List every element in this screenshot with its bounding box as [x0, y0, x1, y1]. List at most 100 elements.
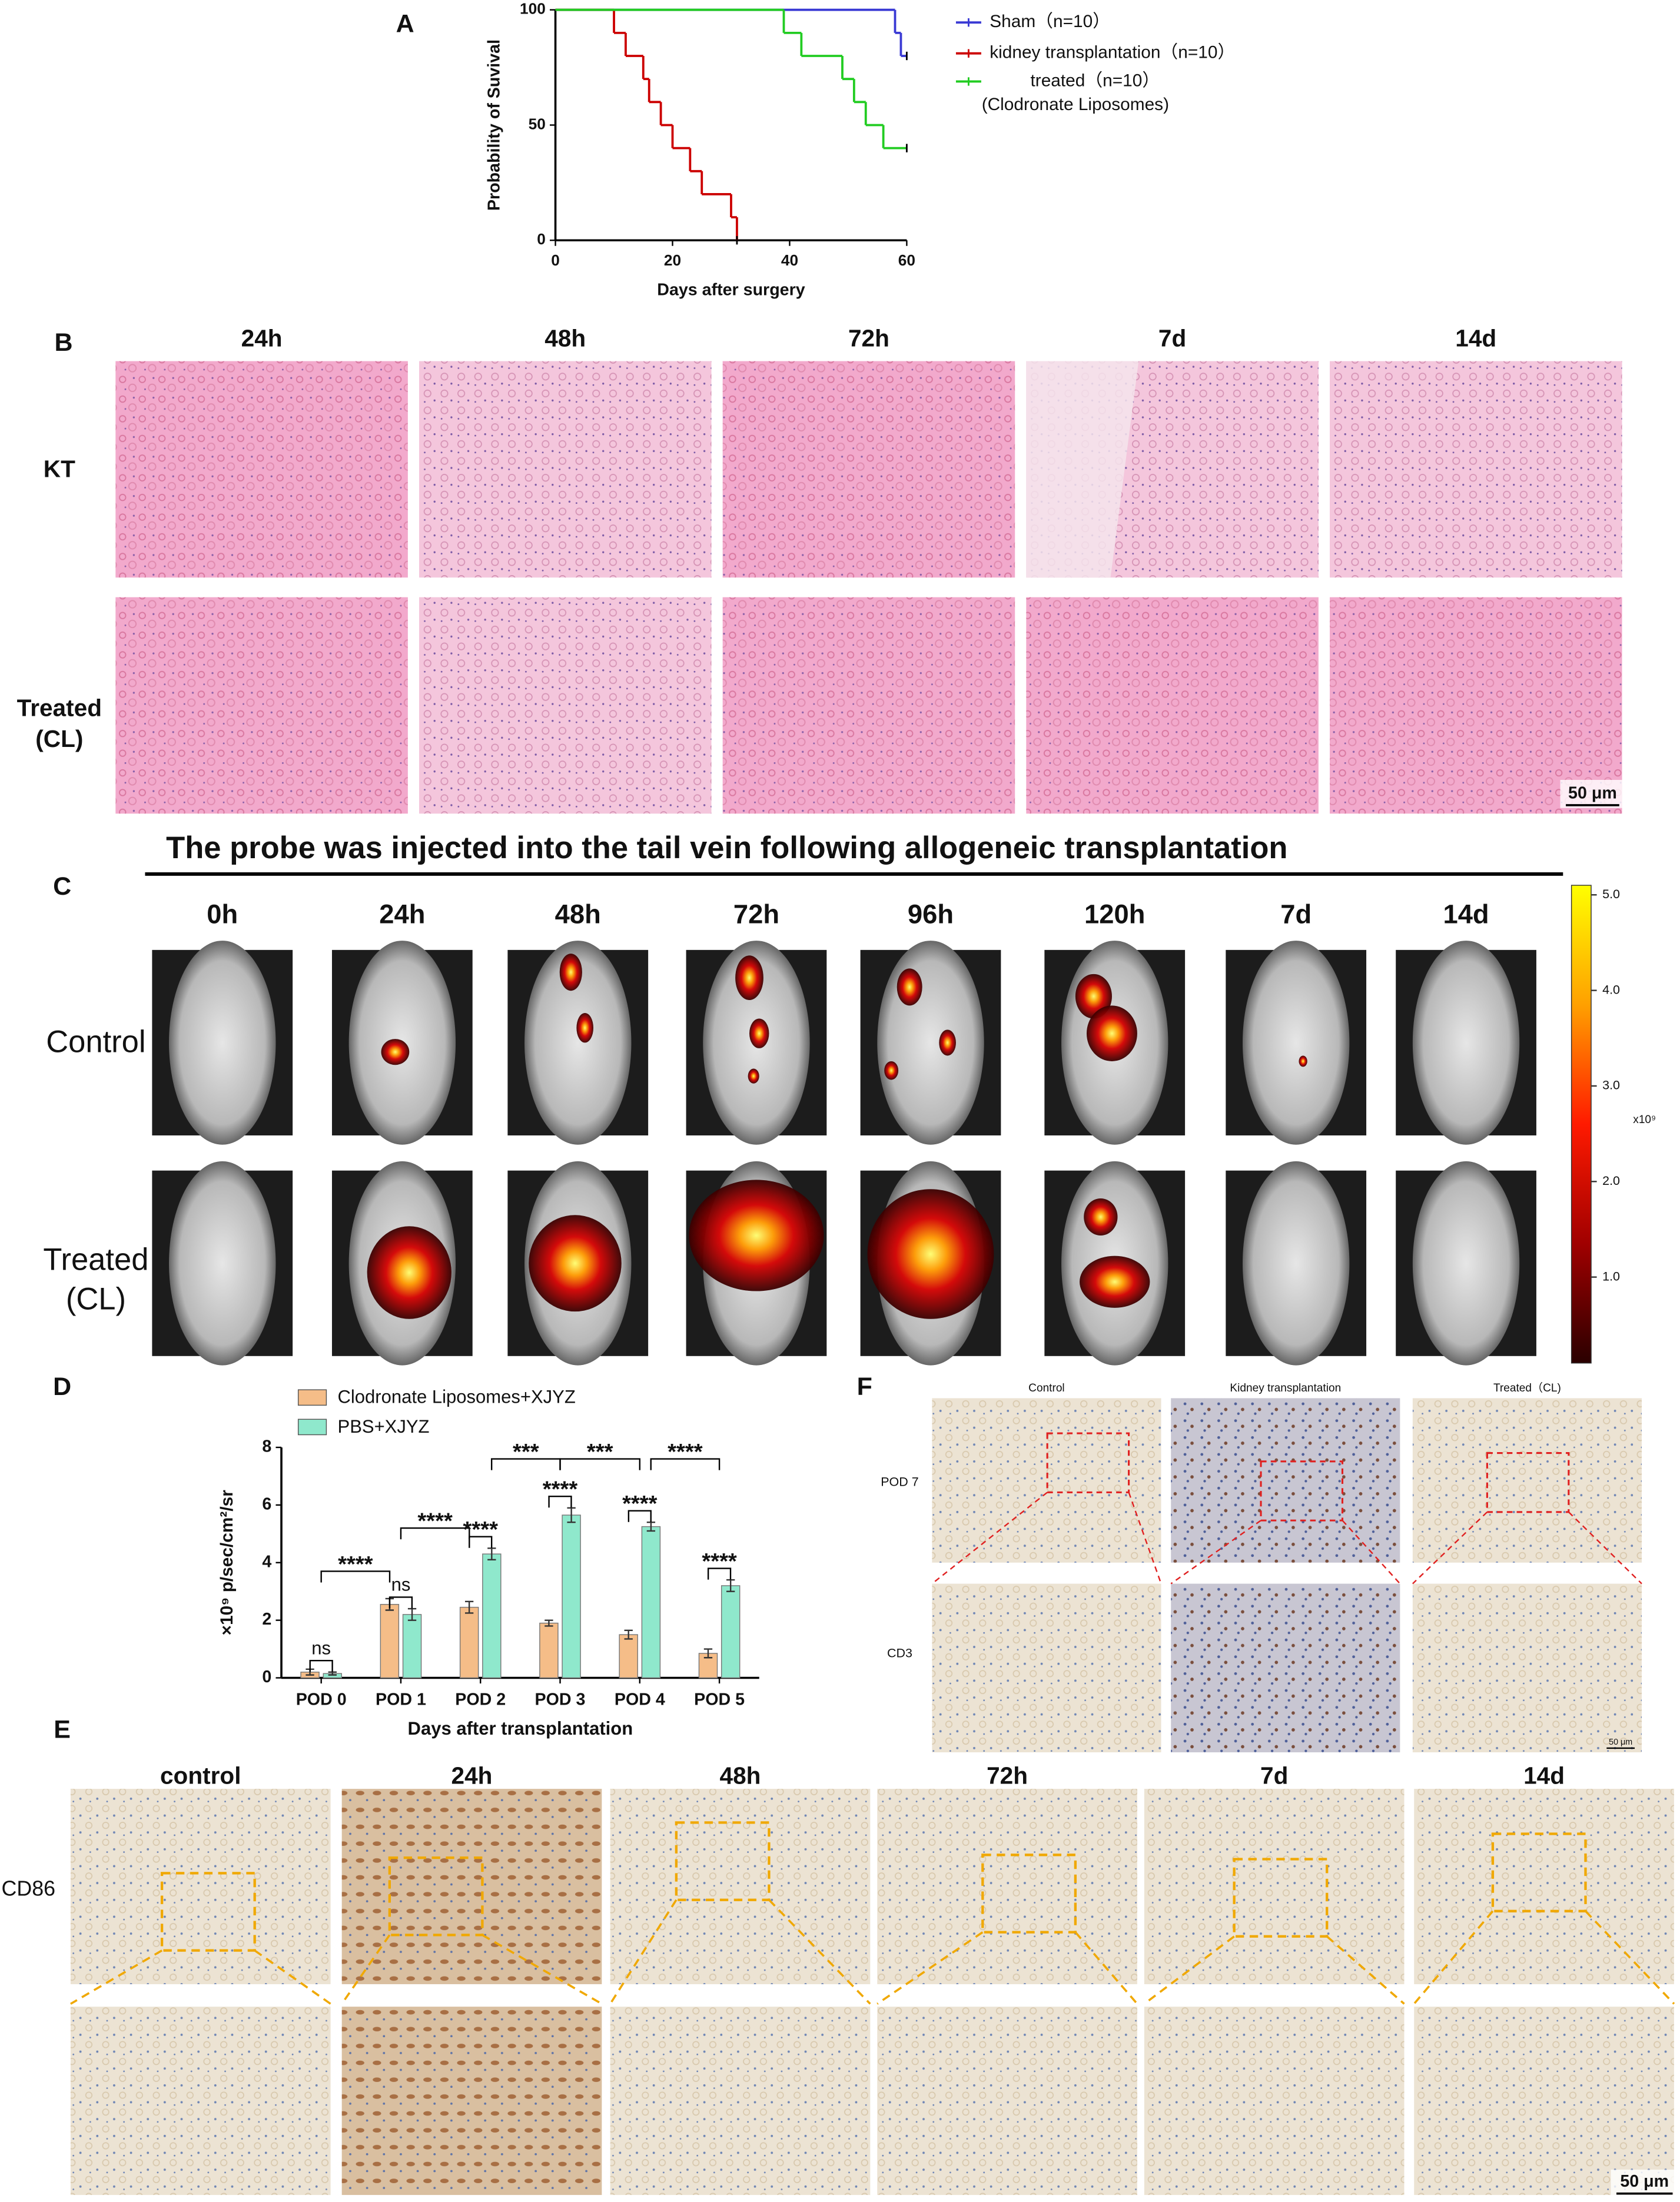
zoom-box [1046, 1432, 1130, 1493]
micrograph [1414, 1789, 1674, 1984]
signal-blob [897, 968, 922, 1006]
column-header: 72h [987, 1762, 1028, 1789]
colorbar-unit: x10⁹ [1633, 1114, 1656, 1126]
signal-blob [749, 1018, 769, 1048]
significance-label: **** [702, 1549, 737, 1574]
significance-bracket [650, 1458, 721, 1470]
micrograph [419, 361, 712, 578]
x-tick-label: 0 [551, 251, 560, 269]
signal-blob [576, 1013, 594, 1043]
bar [459, 1606, 479, 1679]
panel-label: D [53, 1373, 71, 1401]
error-bar [487, 1547, 496, 1561]
y-tick-label: 100 [520, 0, 546, 18]
legend-note: (Clodronate Liposomes) [982, 95, 1169, 114]
error-bar [703, 1648, 713, 1659]
y-tick-label: 6 [262, 1494, 271, 1513]
significance-label: *** [587, 1439, 613, 1464]
column-header: 96h [908, 899, 954, 929]
micrograph [610, 2007, 871, 2196]
micrograph [115, 597, 408, 814]
colorbar-tick-label: 5.0 [1602, 887, 1620, 901]
error-bar [624, 1629, 633, 1640]
signal-blob [1080, 1256, 1150, 1308]
y-tick-label: 0 [537, 230, 546, 248]
zoom-box [160, 1872, 256, 1952]
panel-title: The probe was injected into the tail vei… [166, 831, 1287, 865]
micrograph [1171, 1583, 1400, 1753]
column-header: 24h [379, 899, 425, 929]
scale-bar-bg [1560, 779, 1622, 808]
column-header: 48h [544, 324, 586, 351]
micrograph [610, 1789, 871, 1984]
significance-bracket [389, 1596, 413, 1609]
micrograph [1414, 2007, 1674, 2196]
y-tick-label: 0 [262, 1668, 271, 1686]
mouse-body [877, 941, 984, 1145]
y-axis-label: ×10⁹ p/sec/cm²/sr [217, 1490, 237, 1636]
error-bar [567, 1507, 576, 1523]
column-header: 24h [451, 1762, 493, 1789]
significance-label: *** [513, 1439, 539, 1464]
y-tick-label: 2 [262, 1610, 271, 1629]
micrograph [722, 361, 1015, 578]
bar [402, 1614, 422, 1679]
column-header: 24h [241, 324, 283, 351]
legend-label: Sham（n=10） [990, 12, 1110, 31]
bar [539, 1622, 559, 1679]
significance-bracket [309, 1659, 333, 1672]
zoom-line [1568, 1511, 1642, 1585]
panel-label: A [396, 9, 414, 38]
micrograph [419, 597, 712, 814]
significance-label: ns [391, 1575, 411, 1595]
significance-bracket [548, 1495, 572, 1508]
significance-label: ns [311, 1638, 331, 1658]
legend-label: Clodronate Liposomes+XJYZ [338, 1387, 576, 1407]
mouse-body [169, 941, 276, 1145]
x-tick-label: POD 0 [296, 1690, 347, 1709]
zoom-line [1585, 1910, 1675, 2005]
column-header: 7d [1280, 899, 1312, 929]
bar [562, 1515, 581, 1679]
zoom-line [1342, 1520, 1401, 1585]
legend-label: treated（n=10） [1030, 71, 1160, 90]
micrograph [1329, 597, 1622, 814]
micrograph [722, 597, 1015, 814]
row-label: (CL) [66, 1282, 126, 1317]
colorbar-tick-label: 4.0 [1602, 982, 1620, 997]
significance-bracket [400, 1527, 470, 1540]
micrograph [877, 1789, 1137, 1984]
row-label: Treated [17, 694, 102, 721]
micrograph [1171, 1398, 1400, 1563]
x-axis-label: Days after transplantation [408, 1718, 633, 1739]
zoom-box [981, 1854, 1077, 1934]
x-tick-label: POD 3 [535, 1690, 586, 1709]
panel-label: C [53, 872, 71, 901]
micrograph [1144, 1789, 1405, 1984]
bar [619, 1634, 638, 1679]
signal-blob [529, 1215, 622, 1312]
mouse-body [524, 941, 632, 1145]
row-label: POD 7 [881, 1474, 918, 1489]
panel-label: B [54, 328, 72, 357]
colorbar-tick-label: 2.0 [1602, 1174, 1620, 1188]
x-tick-label: 20 [664, 251, 681, 269]
significance-label: **** [463, 1517, 499, 1542]
row-label: Treated [43, 1243, 148, 1277]
column-header: 14d [1523, 1762, 1565, 1789]
row-label: Control [46, 1025, 145, 1060]
signal-blob [1086, 1005, 1137, 1061]
bar [641, 1526, 661, 1679]
micrograph [1329, 361, 1622, 578]
zoom-box [1491, 1832, 1587, 1912]
micrograph [932, 1583, 1161, 1753]
zoom-line [70, 1949, 163, 2005]
signal-blob [735, 955, 763, 1000]
colorbar-tick-label: 3.0 [1602, 1078, 1620, 1092]
column-header: Treated（CL) [1493, 1381, 1561, 1394]
zoom-box [1233, 1858, 1329, 1938]
x-axis-label: Days after surgery [657, 281, 805, 300]
legend-swatch [297, 1389, 327, 1406]
